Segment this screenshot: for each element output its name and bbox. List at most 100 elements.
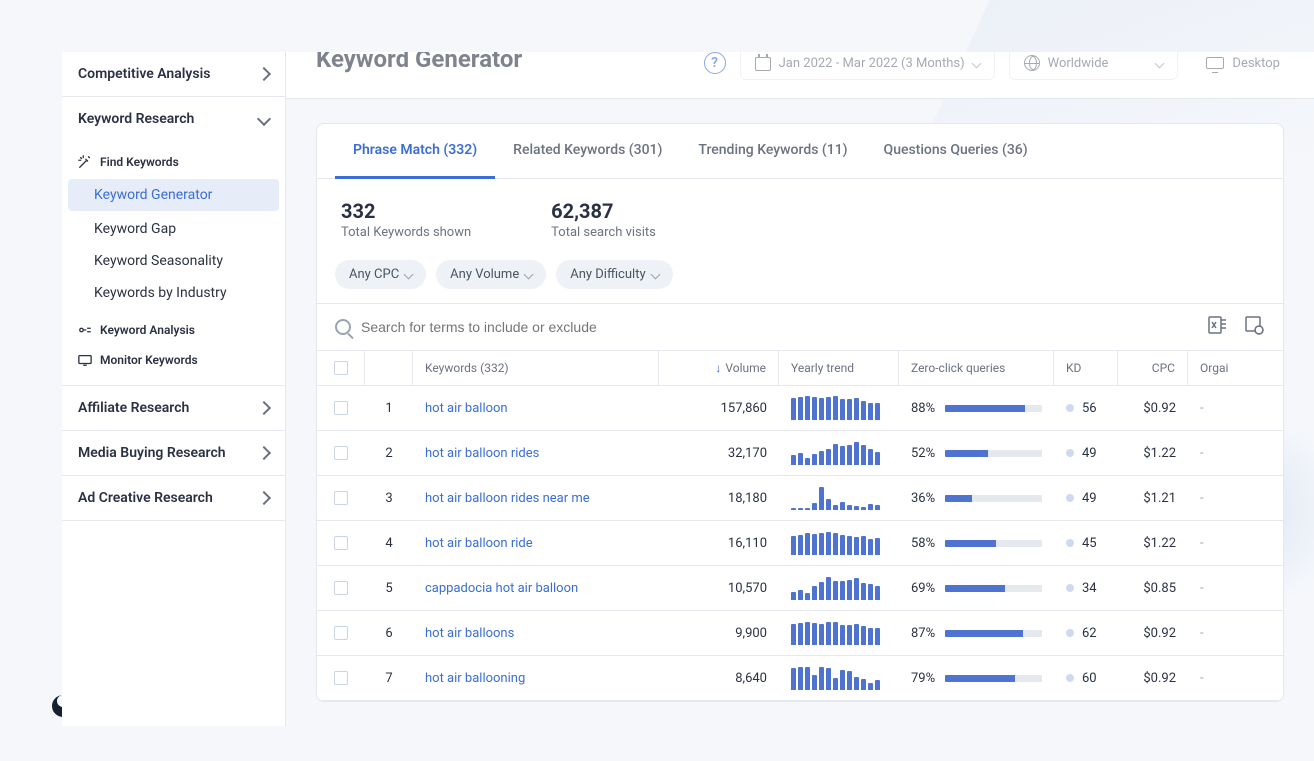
search-icon [335,319,351,335]
search-bar [317,303,1283,350]
trend-sparkline [779,521,899,565]
sidebar-item-keyword-generator[interactable]: Keyword Generator [68,179,279,211]
kd-value: 49 [1054,476,1118,520]
volume-value: 32,170 [659,431,779,475]
sidebar-group-monitor[interactable]: Monitor Keywords [62,345,285,375]
kd-value: 49 [1054,431,1118,475]
sidebar-label: Media Buying Research [78,445,226,461]
table-body: 1 hot air balloon 157,860 88% 56 $0.92 -… [317,386,1283,701]
chevron-down-icon [971,58,981,68]
sidebar-item-affiliate[interactable]: Affiliate Research [62,386,285,430]
organic-value: - [1188,521,1232,565]
filter-difficulty[interactable]: Any Difficulty [556,260,672,289]
wand-icon [78,155,92,169]
checkbox[interactable] [334,581,348,595]
results-panel: Phrase Match (332) Related Keywords (301… [316,123,1284,702]
keyword-link[interactable]: cappadocia hot air balloon [425,581,578,596]
checkbox[interactable] [334,491,348,505]
region-selector[interactable]: Worldwide [1009,52,1179,80]
checkbox[interactable] [334,536,348,550]
col-zero-click[interactable]: Zero-click queries [899,351,1054,385]
help-icon[interactable]: ? [704,52,726,74]
table-row: 4 hot air balloon ride 16,110 58% 45 $1.… [317,521,1283,566]
trend-sparkline [779,656,899,700]
analysis-icon [78,323,92,337]
keyword-link[interactable]: hot air balloon rides near me [425,491,590,506]
device-selector[interactable]: Desktop [1192,52,1294,79]
sidebar-group-analysis[interactable]: Keyword Analysis [62,315,285,345]
cpc-value: $0.85 [1118,566,1188,610]
sidebar-item-ad[interactable]: Ad Creative Research [62,476,285,520]
sidebar-label: Competitive Analysis [78,66,210,82]
col-trend[interactable]: Yearly trend [779,351,899,385]
chevron-right-icon [257,401,271,415]
page-title: Keyword Generator [316,52,690,73]
monitor-icon [1206,57,1224,69]
keyword-link[interactable]: hot air ballooning [425,671,525,686]
cpc-value: $0.92 [1118,656,1188,700]
sidebar-item-keyword-seasonality[interactable]: Keyword Seasonality [62,245,285,277]
summary-total-visits: 62,387 Total search visits [551,199,656,240]
calendar-icon [755,57,771,71]
organic-value: - [1188,431,1232,475]
checkbox-all[interactable] [334,361,348,375]
sidebar-item-competitive[interactable]: Competitive Analysis [62,52,285,96]
table-row: 2 hot air balloon rides 32,170 52% 49 $1… [317,431,1283,476]
topbar: Keyword Generator ? Jan 2022 - Mar 2022 … [286,52,1314,99]
filter-volume[interactable]: Any Volume [436,260,546,289]
tab-trending[interactable]: Trending Keywords (11) [680,124,865,178]
sidebar-label: Affiliate Research [78,400,189,416]
kd-value: 45 [1054,521,1118,565]
col-volume[interactable]: ↓Volume [659,351,779,385]
tab-related[interactable]: Related Keywords (301) [495,124,680,178]
filters: Any CPC Any Volume Any Difficulty [317,260,1283,303]
col-cpc[interactable]: CPC [1118,351,1188,385]
checkbox[interactable] [334,401,348,415]
organic-value: - [1188,386,1232,430]
settings-icon[interactable] [1243,314,1265,340]
sidebar-item-keyword-industry[interactable]: Keywords by Industry [62,277,285,309]
col-keywords[interactable]: Keywords (332) [413,351,659,385]
col-kd[interactable]: KD [1054,351,1118,385]
sidebar-item-keyword-gap[interactable]: Keyword Gap [62,213,285,245]
sidebar: Competitive Analysis Keyword Research Fi… [62,52,286,726]
row-index: 2 [365,431,413,475]
monitor-keywords-icon [78,353,92,367]
checkbox[interactable] [334,446,348,460]
volume-value: 157,860 [659,386,779,430]
checkbox[interactable] [334,626,348,640]
row-index: 1 [365,386,413,430]
volume-value: 16,110 [659,521,779,565]
checkbox[interactable] [334,671,348,685]
sidebar-label: Ad Creative Research [78,490,213,506]
keyword-link[interactable]: hot air balloon ride [425,536,533,551]
filter-cpc[interactable]: Any CPC [335,260,426,289]
table-row: 6 hot air balloons 9,900 87% 62 $0.92 - [317,611,1283,656]
tab-questions[interactable]: Questions Queries (36) [866,124,1046,178]
sidebar-item-media[interactable]: Media Buying Research [62,431,285,475]
trend-sparkline [779,566,899,610]
col-organic[interactable]: Orgai [1188,351,1240,385]
tab-phrase-match[interactable]: Phrase Match (332) [335,124,495,179]
tabs: Phrase Match (332) Related Keywords (301… [317,124,1283,179]
chevron-down-icon [524,270,534,280]
keyword-link[interactable]: hot air balloon rides [425,446,539,461]
date-selector[interactable]: Jan 2022 - Mar 2022 (3 Months) [740,52,995,80]
cpc-value: $0.92 [1118,611,1188,655]
zero-click-value: 88% [899,386,1054,430]
chevron-down-icon [1155,58,1165,68]
keyword-link[interactable]: hot air balloons [425,626,514,641]
kd-value: 60 [1054,656,1118,700]
organic-value: - [1188,656,1232,700]
keyword-link[interactable]: hot air balloon [425,401,508,416]
organic-value: - [1188,476,1232,520]
chevron-right-icon [257,491,271,505]
sidebar-group-find: Find Keywords [62,147,285,177]
trend-sparkline [779,476,899,520]
sort-desc-icon: ↓ [715,361,721,375]
export-excel-icon[interactable] [1207,314,1229,340]
zero-click-value: 58% [899,521,1054,565]
table-row: 7 hot air ballooning 8,640 79% 60 $0.92 … [317,656,1283,701]
sidebar-item-keyword-research[interactable]: Keyword Research [62,97,285,141]
search-input[interactable] [361,319,1197,335]
